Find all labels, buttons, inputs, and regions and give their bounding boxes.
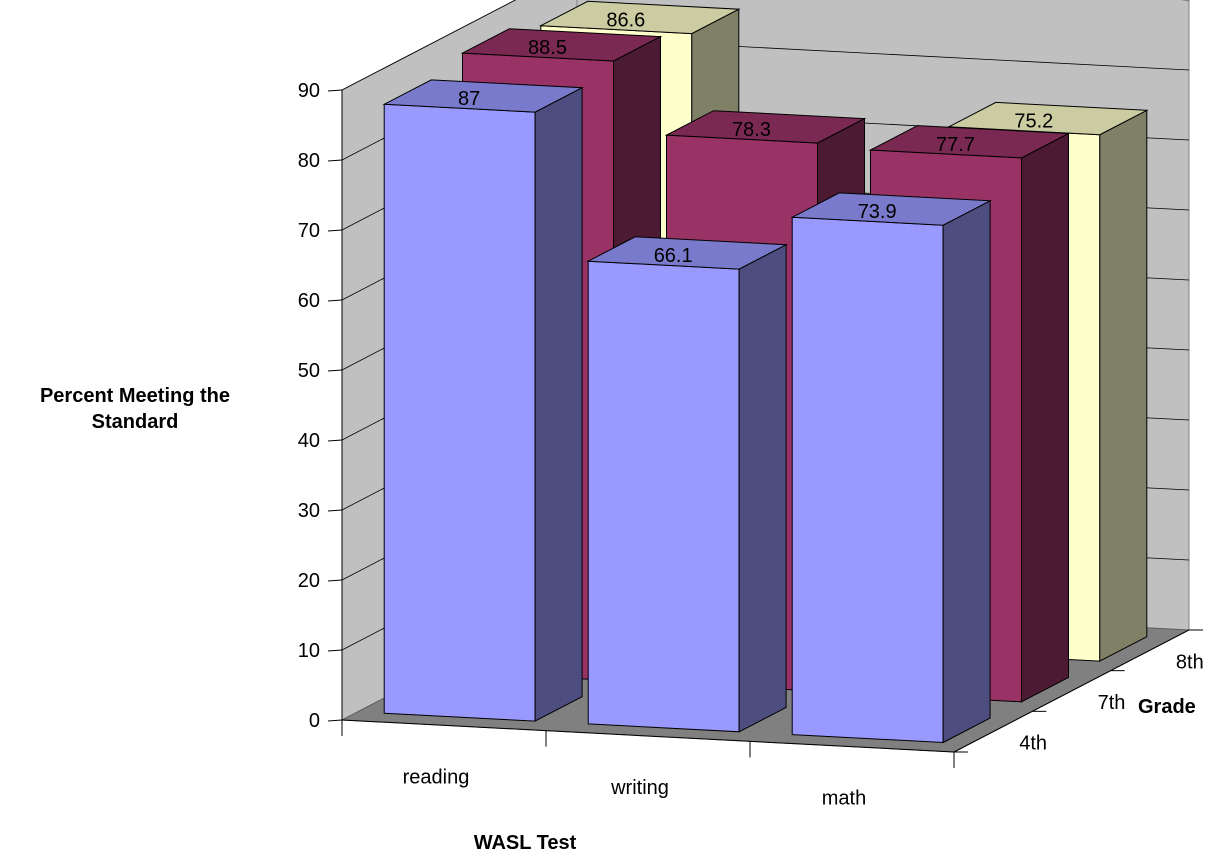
- y-tick-label: 10: [298, 640, 320, 662]
- bar-top: [382, 79, 584, 113]
- y-tick: [327, 719, 343, 722]
- bar-side: [942, 199, 991, 744]
- bar-top: [664, 110, 867, 144]
- bar-side: [1099, 109, 1148, 662]
- bar-value-label: 87: [458, 88, 480, 110]
- y-tick: [327, 229, 343, 232]
- z-axis-title: Grade: [1138, 696, 1196, 718]
- y-tick: [327, 299, 343, 302]
- bar-value-label: 88.5: [528, 37, 567, 59]
- z-axis-line: [953, 629, 1190, 753]
- y-tick: [327, 579, 343, 582]
- y-tick-label: 50: [298, 360, 320, 382]
- bar-value-label: 75.2: [1014, 111, 1053, 133]
- bar-front: [383, 103, 536, 722]
- bar-value-label: 73.9: [858, 201, 897, 223]
- x-tick-label: reading: [403, 766, 470, 788]
- x-axis-line: [341, 719, 955, 753]
- x-tick-label: writing: [610, 777, 669, 799]
- y-tick-label: 90: [298, 80, 320, 102]
- bar-top: [538, 0, 741, 35]
- bar-top: [586, 236, 788, 270]
- bar-top: [790, 192, 992, 226]
- y-tick-label: 60: [298, 290, 320, 312]
- y-tick-label: 70: [298, 220, 320, 242]
- bar-side: [1021, 132, 1069, 703]
- y-tick: [327, 509, 343, 512]
- y-tick: [327, 649, 343, 652]
- x-tick-label: math: [822, 788, 866, 810]
- z-tick-label: 4th: [1019, 733, 1047, 755]
- y-tick-label: 30: [298, 500, 320, 522]
- y-tick: [327, 159, 343, 162]
- x-axis-title: WASL Test: [473, 832, 577, 854]
- z-tick-label: 7th: [1098, 692, 1126, 714]
- y-axis-title: Percent Meeting the Standard: [39, 385, 231, 433]
- gridline: [341, 0, 1189, 91]
- bar-value-label: 86.6: [606, 9, 645, 31]
- bar-front: [791, 216, 944, 744]
- y-tick-label: 0: [309, 710, 320, 732]
- y-tick-label: 80: [298, 150, 320, 172]
- y-tick: [327, 439, 343, 442]
- bar-front: [587, 260, 740, 733]
- bar-value-label: 77.7: [936, 134, 975, 156]
- y-tick: [327, 369, 343, 372]
- y-tick-label: 20: [298, 570, 320, 592]
- bar-value-label: 78.3: [732, 119, 771, 141]
- bar-top: [868, 125, 1071, 159]
- z-tick-label: 8th: [1176, 651, 1204, 673]
- bar-side: [534, 86, 583, 722]
- y-tick: [327, 89, 343, 92]
- y-tick-label: 40: [298, 430, 320, 452]
- bar-value-label: 66.1: [654, 245, 693, 267]
- bar-top: [460, 28, 663, 62]
- bar-side: [738, 243, 787, 733]
